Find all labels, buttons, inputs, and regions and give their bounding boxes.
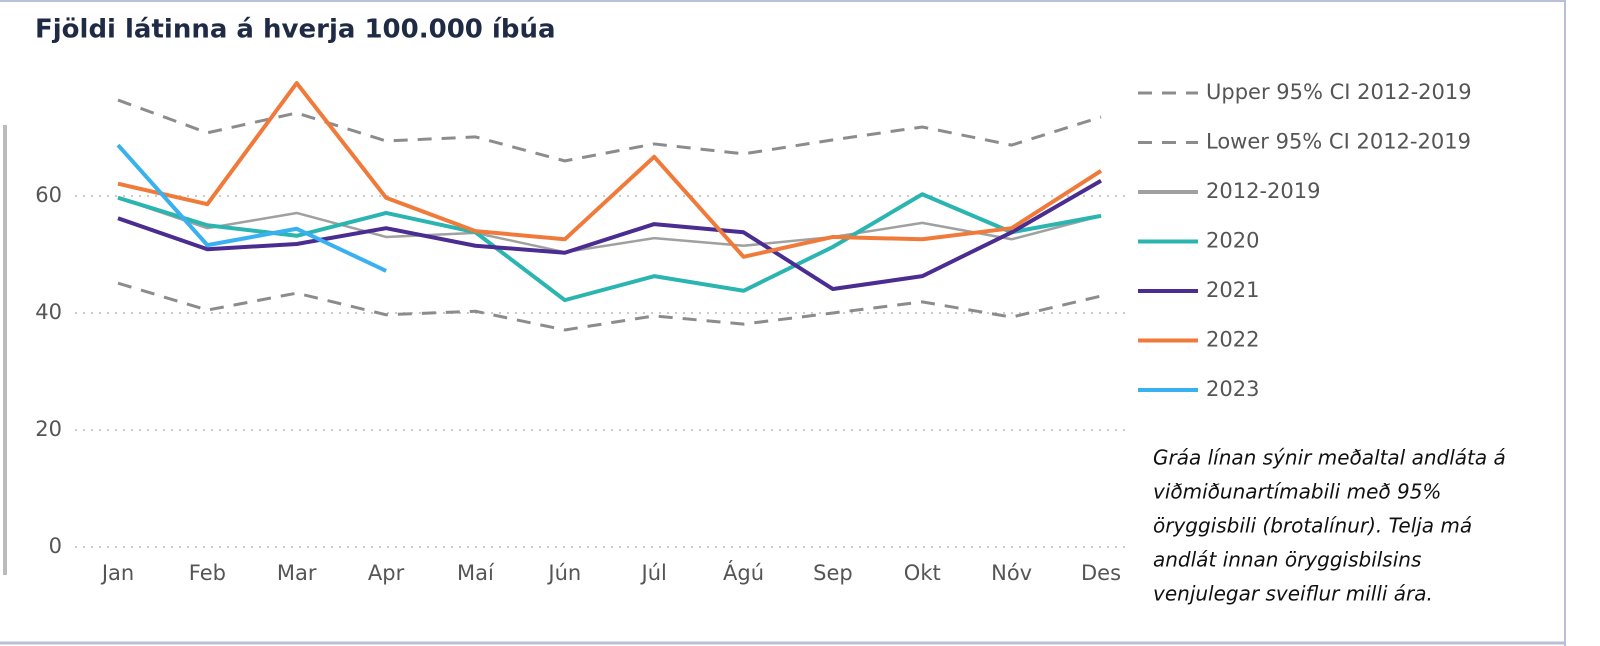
x-tick-label: Apr xyxy=(368,561,405,585)
annotation: andlát innan öryggisbilsins xyxy=(1153,548,1421,572)
x-tick-label: Jún xyxy=(546,561,581,585)
x-tick-label: Sep xyxy=(813,561,853,585)
series-line xyxy=(117,281,1102,332)
x-tick-label: Mar xyxy=(277,561,317,585)
series-line xyxy=(117,179,1102,292)
x-tick-label: Júl xyxy=(640,561,667,585)
series-line xyxy=(116,143,387,273)
legend-label: 2021 xyxy=(1206,278,1259,302)
legend-label: Upper 95% CI 2012-2019 xyxy=(1206,80,1472,104)
legend-label: Lower 95% CI 2012-2019 xyxy=(1206,130,1471,154)
legend-label: 2023 xyxy=(1206,377,1259,401)
y-tick-label: 0 xyxy=(49,534,62,558)
x-tick-label: Feb xyxy=(189,561,226,585)
series-line xyxy=(117,196,1102,254)
x-tick-label: Des xyxy=(1081,561,1121,585)
legend-label: 2022 xyxy=(1206,328,1259,352)
x-tick-label: Maí xyxy=(457,561,495,585)
annotation: öryggisbili (brotalínur). Telja má xyxy=(1153,514,1472,538)
series-line xyxy=(117,81,1103,259)
y-tick-label: 40 xyxy=(35,300,62,324)
legend-label: 2012-2019 xyxy=(1206,179,1320,203)
chart-title: Fjöldi látinna á hverja 100.000 íbúa xyxy=(35,15,556,45)
x-tick-label: Ágú xyxy=(723,560,764,585)
series-line xyxy=(117,192,1102,303)
annotation: viðmiðunartímabili með 95% xyxy=(1153,480,1441,504)
series-line xyxy=(117,98,1102,163)
y-tick-label: 60 xyxy=(35,183,62,207)
x-tick-label: Okt xyxy=(904,561,941,585)
x-tick-label: Jan xyxy=(100,561,134,585)
legend-label: 2020 xyxy=(1206,229,1259,253)
annotation: venjulegar sveiflur milli ára. xyxy=(1153,582,1433,606)
annotation: Gráa línan sýnir meðaltal andláta á xyxy=(1153,446,1506,470)
y-tick-label: 20 xyxy=(35,417,62,441)
x-tick-label: Nóv xyxy=(991,561,1032,585)
